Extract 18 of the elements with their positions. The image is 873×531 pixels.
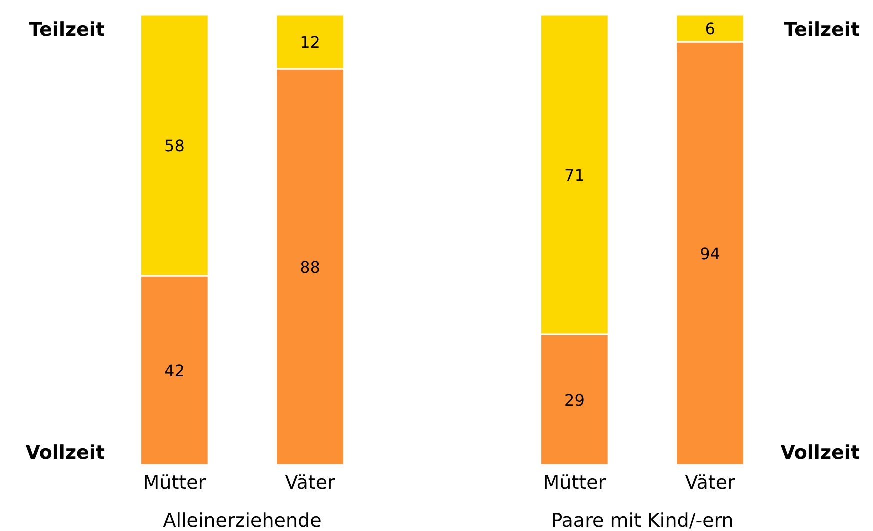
data-label: 88 (300, 258, 320, 277)
series-label: Vollzeit (780, 442, 860, 464)
x-tick-label: Väter (285, 472, 336, 494)
data-label: 58 (164, 136, 185, 156)
data-label: 71 (564, 166, 585, 185)
x-tick-label: Väter (685, 472, 736, 494)
data-label: 6 (705, 20, 716, 38)
series-label: Teilzeit (29, 19, 105, 41)
data-label: 42 (164, 362, 185, 380)
x-axis-title: Alleinerziehende (163, 510, 322, 531)
data-label: 94 (700, 244, 720, 264)
series-label: Vollzeit (26, 442, 105, 464)
data-label: 29 (564, 390, 585, 410)
x-tick-label: Mütter (543, 472, 606, 494)
x-tick-label: Mütter (143, 472, 206, 494)
text: Teilzeit (784, 19, 860, 41)
x-axis-title: Paare mit Kind/-ern (551, 510, 734, 531)
data-label: 12 (300, 33, 320, 52)
